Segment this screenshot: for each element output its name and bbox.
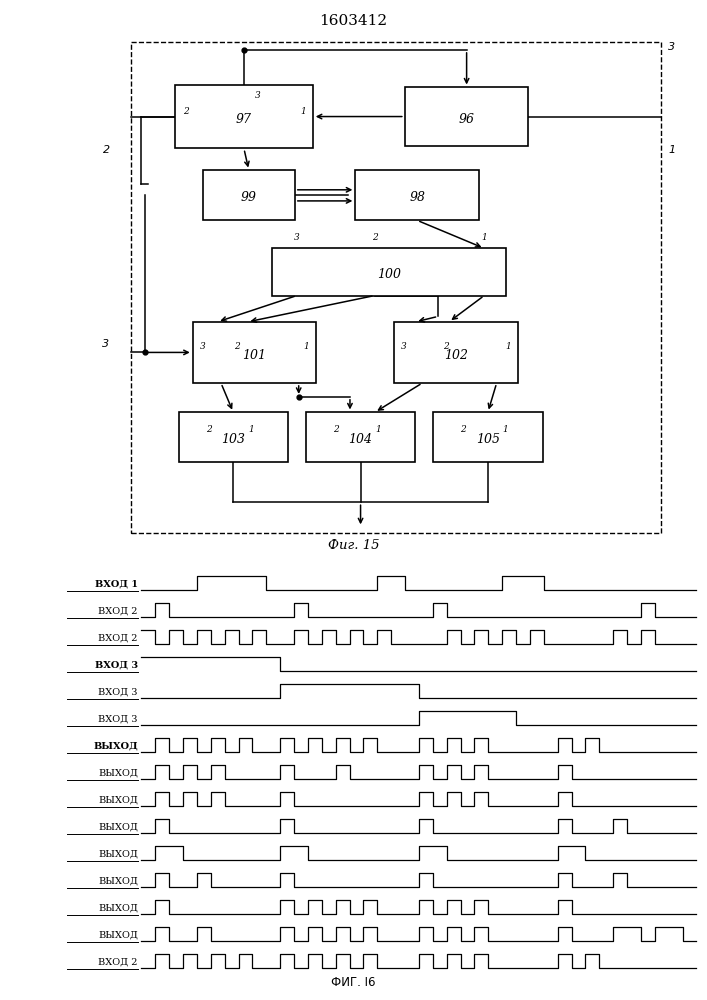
- Text: 1: 1: [248, 425, 254, 434]
- Text: ВХОД 3: ВХОД 3: [98, 687, 138, 696]
- Text: 2: 2: [103, 145, 110, 155]
- Text: 101: 101: [243, 349, 267, 362]
- Text: 96: 96: [459, 113, 474, 126]
- Bar: [178, 412, 288, 462]
- Text: ВЫХОД: ВЫХОД: [98, 795, 138, 804]
- Text: 3: 3: [199, 342, 206, 351]
- Text: ВЫХОД: ВЫХОД: [93, 741, 138, 750]
- Bar: [192, 322, 316, 383]
- Text: 104: 104: [349, 433, 373, 446]
- Text: 100: 100: [377, 268, 401, 281]
- Text: 2: 2: [206, 425, 211, 434]
- Bar: [404, 87, 529, 146]
- Bar: [395, 322, 518, 383]
- Text: ВЫХОД: ВЫХОД: [98, 822, 138, 831]
- Text: 102: 102: [444, 349, 468, 362]
- Text: 3: 3: [402, 342, 407, 351]
- Text: 2: 2: [333, 425, 339, 434]
- Text: 1: 1: [668, 145, 675, 155]
- Bar: [203, 170, 295, 220]
- Text: ВХОД 1: ВХОД 1: [95, 579, 138, 588]
- Text: 1: 1: [503, 425, 508, 434]
- Bar: [305, 412, 416, 462]
- Text: ВЫХОД: ВЫХОД: [98, 903, 138, 912]
- Text: 105: 105: [476, 433, 500, 446]
- Text: 1: 1: [303, 342, 310, 351]
- Text: ВЫХОД: ВЫХОД: [98, 876, 138, 885]
- Text: 1603412: 1603412: [320, 14, 387, 28]
- Text: 1: 1: [300, 106, 305, 115]
- Text: ВХОД 2: ВХОД 2: [98, 606, 138, 615]
- Text: ФИГ. I6: ФИГ. I6: [332, 976, 375, 989]
- Text: ВХОД 3: ВХОД 3: [95, 660, 138, 669]
- Text: 3: 3: [103, 339, 110, 349]
- Text: 1: 1: [481, 233, 487, 242]
- Text: ВЫХОД: ВЫХОД: [98, 849, 138, 858]
- Text: 3: 3: [294, 233, 300, 242]
- Text: 99: 99: [241, 191, 257, 204]
- Text: ВХОД 2: ВХОД 2: [98, 957, 138, 966]
- Bar: [175, 85, 313, 148]
- Text: 2: 2: [183, 106, 189, 115]
- Text: 3: 3: [668, 42, 675, 52]
- Text: 2: 2: [460, 425, 466, 434]
- Text: ВЫХОД: ВЫХОД: [98, 930, 138, 939]
- Text: ВХОД 2: ВХОД 2: [98, 633, 138, 642]
- Text: 2: 2: [443, 342, 448, 351]
- Text: 2: 2: [372, 233, 378, 242]
- Bar: [433, 412, 543, 462]
- Text: Фиг. 15: Фиг. 15: [328, 539, 379, 552]
- Text: ВЫХОД: ВЫХОД: [98, 768, 138, 777]
- Bar: [355, 170, 479, 220]
- Text: 1: 1: [375, 425, 381, 434]
- Text: 97: 97: [236, 113, 252, 126]
- Text: 103: 103: [221, 433, 245, 446]
- Text: 98: 98: [409, 191, 425, 204]
- Text: 3: 3: [255, 91, 261, 100]
- Bar: [272, 248, 506, 296]
- Bar: [131, 42, 661, 533]
- Text: ВХОД 3: ВХОД 3: [98, 714, 138, 723]
- Text: 1: 1: [505, 342, 510, 351]
- Text: 2: 2: [234, 342, 240, 351]
